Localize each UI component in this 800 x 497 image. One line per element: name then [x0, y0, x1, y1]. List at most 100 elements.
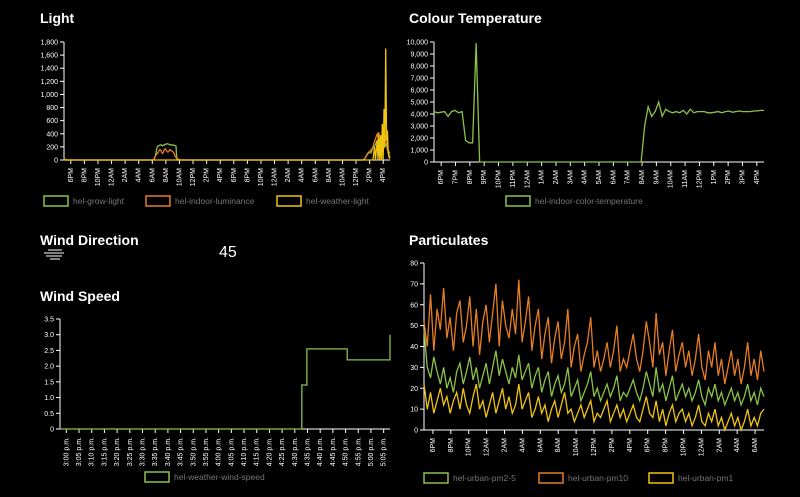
x-tick-label: 8PM	[244, 168, 251, 183]
x-tick-label: 4AM	[299, 168, 306, 183]
y-tick-label: 10,000	[407, 40, 429, 47]
x-tick-label: 5AM	[596, 170, 603, 185]
legend-item-hel-grow-light[interactable]: hel-grow-light	[43, 195, 125, 207]
x-tick-label: 8PM	[448, 438, 455, 453]
y-tick-label: 3.5	[44, 317, 54, 324]
x-tick-label: 2PM	[725, 170, 732, 185]
x-tick-label: 4AM	[136, 168, 143, 183]
y-tick-label: 80	[410, 261, 418, 268]
x-tick-label: 11PM	[510, 170, 517, 188]
y-tick-label: 6,000	[410, 88, 428, 95]
y-tick-label: 1,000	[40, 92, 58, 99]
y-tick-label: 1.5	[44, 379, 54, 386]
x-tick-label: 3:50 p.m.	[190, 437, 197, 466]
y-tick-label: 8,000	[410, 64, 428, 71]
wind-speed-chart: 0 0.5 1.0 1.5 2.0 2.5 3.0 3.5 3:00 p.m. 3:05 p.m.…	[44, 317, 391, 483]
y-tick-label: 200	[46, 144, 58, 151]
x-tick-label: 1AM	[539, 170, 546, 185]
series-line-hel-grow-light	[63, 137, 391, 161]
light-title: Light	[40, 10, 75, 26]
legend-swatch	[145, 195, 171, 207]
x-tick-label: 4:00 p.m.	[216, 437, 223, 466]
series-line-hel-indoor-luminance	[63, 132, 391, 161]
x-tick-label: 4:30 p.m.	[292, 437, 299, 466]
y-tick-label: 1,400	[40, 66, 58, 73]
x-tick-label: 4PM	[754, 170, 761, 185]
x-tick-label: 2PM	[204, 168, 211, 183]
x-tick-label: 3:00 p.m.	[63, 437, 70, 466]
wind-speed-title: Wind Speed	[40, 288, 120, 304]
y-tick-label: 50	[410, 323, 418, 330]
x-tick-label: 5:05 p.m.	[381, 437, 388, 466]
y-tick-label: 40	[410, 344, 418, 351]
x-tick-label: 12PM	[591, 438, 598, 456]
legend-swatch	[276, 195, 302, 207]
series-line-hel-urban-pm2-5	[423, 329, 765, 408]
legend-label: hel-indoor-color-temperature	[535, 196, 643, 206]
x-tick-label: 2AM	[502, 438, 509, 453]
series-line-hel-weather-wind-speed	[60, 334, 391, 430]
x-tick-label: 10PM	[258, 168, 265, 186]
legend-swatch	[505, 195, 531, 207]
x-tick-label: 12AM	[524, 170, 531, 188]
y-tick-label: 60	[410, 302, 418, 309]
wind-direction-title: Wind Direction	[40, 232, 139, 248]
x-tick-label: 4PM	[217, 168, 224, 183]
x-tick-label: 2AM	[716, 438, 723, 453]
y-tick-label: 20	[410, 386, 418, 393]
x-tick-label: 2AM	[553, 170, 560, 185]
legend-item-hel-weather-wind-speed[interactable]: hel-weather-wind-speed	[144, 471, 265, 483]
y-tick-label: 2.5	[44, 348, 54, 355]
series-line-hel-indoor-color-temperature	[433, 43, 764, 163]
x-tick-label: 2PM	[367, 168, 374, 183]
particulates-title: Particulates	[409, 232, 489, 248]
x-tick-label: 8AM	[555, 438, 562, 453]
x-tick-label: 2PM	[609, 438, 616, 453]
legend-item-hel-urban-pm10[interactable]: hel-urban-pm10	[538, 472, 628, 484]
x-tick-label: 8AM	[163, 168, 170, 183]
x-tick-label: 3:45 p.m.	[178, 437, 185, 466]
legend-item-hel-weather-light[interactable]: hel-weather-light	[276, 195, 369, 207]
x-tick-label: 3:40 p.m.	[165, 437, 172, 466]
legend-label: hel-urban-pm2-5	[453, 473, 516, 483]
y-tick-label: 0	[50, 427, 54, 434]
y-tick-label: 30	[410, 365, 418, 372]
legend-swatch	[538, 472, 564, 484]
x-tick-label: 4:45 p.m.	[330, 437, 337, 466]
legend-item-hel-indoor-luminance[interactable]: hel-indoor-luminance	[145, 195, 255, 207]
legend-item-hel-urban-pm2-5[interactable]: hel-urban-pm2-5	[423, 472, 516, 484]
x-tick-label: 10PM	[496, 170, 503, 188]
wind-direction-value: 45	[219, 244, 237, 261]
legend-item-hel-indoor-color-temperature[interactable]: hel-indoor-color-temperature	[505, 195, 643, 207]
x-tick-label: 4AM	[734, 438, 741, 453]
legend-swatch	[43, 195, 69, 207]
x-tick-label: 6AM	[312, 168, 319, 183]
x-tick-label: 10PM	[680, 438, 687, 456]
x-tick-label: 6AM	[610, 170, 617, 185]
y-tick-label: 5,000	[410, 100, 428, 107]
x-tick-label: 4:25 p.m.	[279, 437, 286, 466]
x-tick-label: 6AM	[752, 438, 759, 453]
y-tick-label: 4,000	[410, 112, 428, 119]
x-tick-label: 3:05 p.m.	[76, 437, 83, 466]
legend-item-hel-urban-pm1[interactable]: hel-urban-pm1	[648, 472, 734, 484]
x-tick-label: 3PM	[739, 170, 746, 185]
y-tick-label: 10	[410, 407, 418, 414]
legend-swatch	[144, 471, 170, 483]
x-tick-label: 12AM	[272, 168, 279, 186]
x-tick-label: 6AM	[537, 438, 544, 453]
y-tick-label: 1,200	[40, 79, 58, 86]
wind-icon	[42, 249, 66, 261]
series-line-hel-urban-pm10	[423, 279, 765, 385]
x-tick-label: 4:10 p.m.	[241, 437, 248, 466]
x-tick-label: 5:00 p.m.	[368, 437, 375, 466]
x-tick-label: 4:50 p.m.	[343, 437, 350, 466]
x-tick-label: 4:20 p.m.	[266, 437, 273, 466]
x-tick-label: 3:10 p.m.	[89, 437, 96, 466]
y-tick-label: 600	[46, 118, 58, 125]
legend-swatch	[648, 472, 674, 484]
y-tick-label: 2,000	[410, 136, 428, 143]
x-tick-label: 3:30 p.m.	[140, 437, 147, 466]
x-tick-label: 12AM	[109, 168, 116, 186]
x-tick-label: 10AM	[339, 168, 346, 186]
